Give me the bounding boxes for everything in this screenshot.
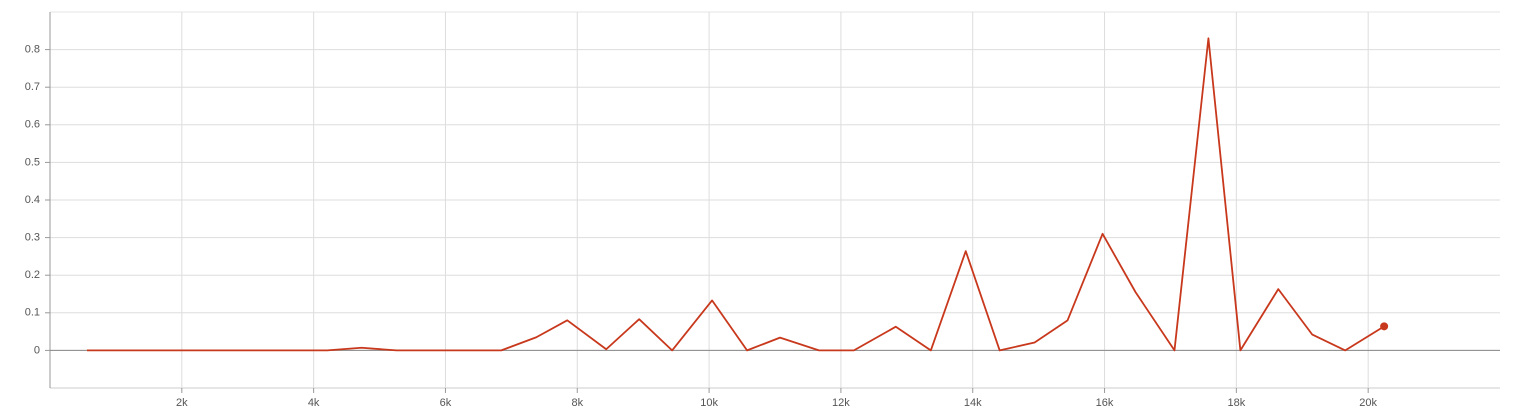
line-series xyxy=(86,37,1385,352)
x-tick-label: 6k xyxy=(440,397,452,409)
x-tick-label: 16k xyxy=(1096,397,1114,409)
x-tick-label: 18k xyxy=(1227,397,1245,409)
y-tick-label: 0.1 xyxy=(25,307,40,319)
y-tick-label: 0.7 xyxy=(25,81,40,93)
x-tick-label: 20k xyxy=(1359,397,1377,409)
x-tick-label: 12k xyxy=(832,397,850,409)
y-tick-label: 0.8 xyxy=(25,44,40,56)
x-tick-label: 14k xyxy=(964,397,982,409)
y-tick-label: 0.5 xyxy=(25,156,40,168)
y-tick-label: 0.3 xyxy=(25,232,40,244)
x-tick-label: 2k xyxy=(176,397,188,409)
y-tick-label: 0.4 xyxy=(25,194,40,206)
x-tick-label: 10k xyxy=(700,397,718,409)
y-tick-label: 0 xyxy=(34,344,40,356)
last-point xyxy=(1380,322,1389,331)
x-tick-label: 8k xyxy=(571,397,583,409)
y-tick-label: 0.6 xyxy=(25,119,40,131)
x-tick-label: 4k xyxy=(308,397,320,409)
y-tick-label: 0.2 xyxy=(25,269,40,281)
